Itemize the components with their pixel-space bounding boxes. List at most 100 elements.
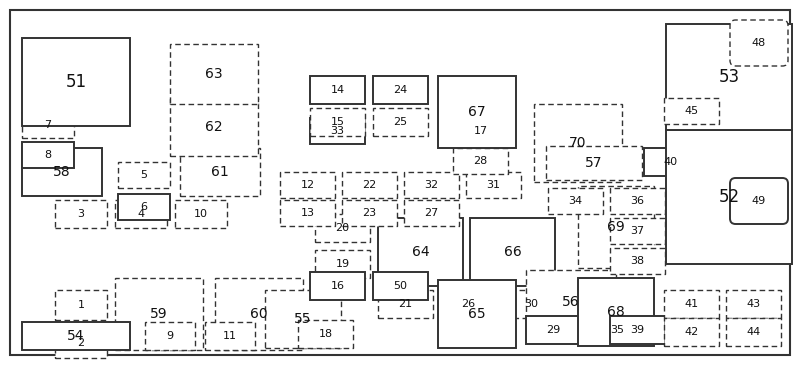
Bar	[175, 200, 227, 228]
Text: 55: 55	[294, 312, 312, 326]
Bar	[298, 320, 353, 348]
Bar	[55, 200, 107, 228]
Text: 64: 64	[412, 245, 430, 259]
Bar	[315, 214, 370, 242]
Bar	[453, 118, 508, 144]
Bar	[666, 130, 792, 264]
Bar	[170, 44, 258, 104]
Text: 52: 52	[718, 188, 739, 206]
Text: 66: 66	[504, 245, 522, 259]
Text: 51: 51	[66, 73, 86, 91]
Text: 13: 13	[301, 208, 314, 218]
Text: 28: 28	[474, 156, 488, 166]
Text: 63: 63	[205, 67, 223, 81]
Text: 6: 6	[141, 202, 147, 212]
Text: 60: 60	[250, 307, 268, 321]
Bar	[280, 200, 335, 226]
Bar	[22, 38, 130, 126]
Bar	[404, 200, 459, 226]
Text: 44: 44	[746, 327, 761, 337]
Bar	[342, 200, 397, 226]
Bar	[466, 172, 521, 198]
Bar	[664, 98, 719, 124]
Bar	[315, 250, 370, 278]
Text: 25: 25	[394, 117, 407, 127]
Text: 70: 70	[570, 136, 586, 150]
Bar	[610, 248, 665, 274]
Text: 10: 10	[194, 209, 208, 219]
Bar	[470, 218, 555, 286]
FancyBboxPatch shape	[730, 20, 788, 66]
Text: 12: 12	[301, 180, 314, 190]
Bar	[118, 162, 170, 188]
Bar	[373, 108, 428, 136]
Text: 42: 42	[684, 327, 698, 337]
Text: 21: 21	[398, 299, 413, 309]
Bar	[22, 322, 130, 350]
Text: 1: 1	[78, 300, 85, 310]
Text: 48: 48	[752, 38, 766, 48]
Text: 17: 17	[474, 126, 487, 136]
Bar	[726, 318, 781, 346]
Text: 43: 43	[746, 299, 761, 309]
Bar	[170, 98, 258, 156]
Text: 41: 41	[685, 299, 698, 309]
Text: 23: 23	[362, 208, 377, 218]
Bar	[310, 272, 365, 300]
Bar	[310, 108, 365, 136]
Text: 38: 38	[630, 256, 645, 266]
Text: 20: 20	[335, 223, 350, 233]
Bar	[115, 278, 203, 350]
Text: 33: 33	[330, 126, 345, 136]
Bar	[145, 322, 195, 350]
Text: 57: 57	[586, 156, 602, 170]
Text: 8: 8	[45, 150, 51, 160]
Bar	[534, 104, 622, 182]
Bar	[55, 290, 107, 320]
Bar	[578, 278, 654, 346]
Text: 62: 62	[205, 120, 223, 134]
Bar	[118, 194, 170, 220]
Text: 29: 29	[546, 325, 561, 335]
Bar	[526, 270, 616, 334]
Text: 68: 68	[607, 305, 625, 319]
Bar	[215, 278, 303, 350]
FancyBboxPatch shape	[730, 178, 788, 224]
Text: 40: 40	[663, 157, 677, 167]
Text: 45: 45	[685, 106, 698, 116]
Text: 7: 7	[45, 120, 51, 130]
Text: 53: 53	[718, 68, 739, 86]
Text: 65: 65	[468, 307, 486, 321]
Text: 19: 19	[335, 259, 350, 269]
Bar	[265, 290, 341, 348]
Bar	[22, 112, 74, 138]
Bar	[578, 186, 654, 268]
Bar	[180, 148, 260, 196]
Bar	[726, 290, 781, 318]
Text: 27: 27	[424, 208, 438, 218]
Text: 5: 5	[141, 170, 147, 180]
Text: 34: 34	[569, 196, 582, 206]
Text: 4: 4	[138, 209, 145, 219]
Text: 35: 35	[610, 325, 625, 335]
Text: 69: 69	[607, 220, 625, 234]
Text: 2: 2	[78, 338, 85, 348]
Bar	[644, 148, 696, 176]
Bar	[664, 290, 719, 318]
Bar	[205, 322, 255, 350]
Bar	[546, 146, 642, 180]
Bar	[310, 118, 365, 144]
Bar	[610, 188, 665, 214]
Text: 15: 15	[330, 117, 345, 127]
Text: 3: 3	[78, 209, 85, 219]
Text: 14: 14	[330, 85, 345, 95]
Bar	[590, 316, 645, 344]
Bar	[610, 316, 665, 344]
Bar	[373, 272, 428, 300]
Bar	[280, 172, 335, 198]
Text: 59: 59	[150, 307, 168, 321]
Bar	[378, 218, 463, 286]
Text: 36: 36	[630, 196, 645, 206]
Text: 16: 16	[330, 281, 345, 291]
Bar	[22, 148, 102, 196]
